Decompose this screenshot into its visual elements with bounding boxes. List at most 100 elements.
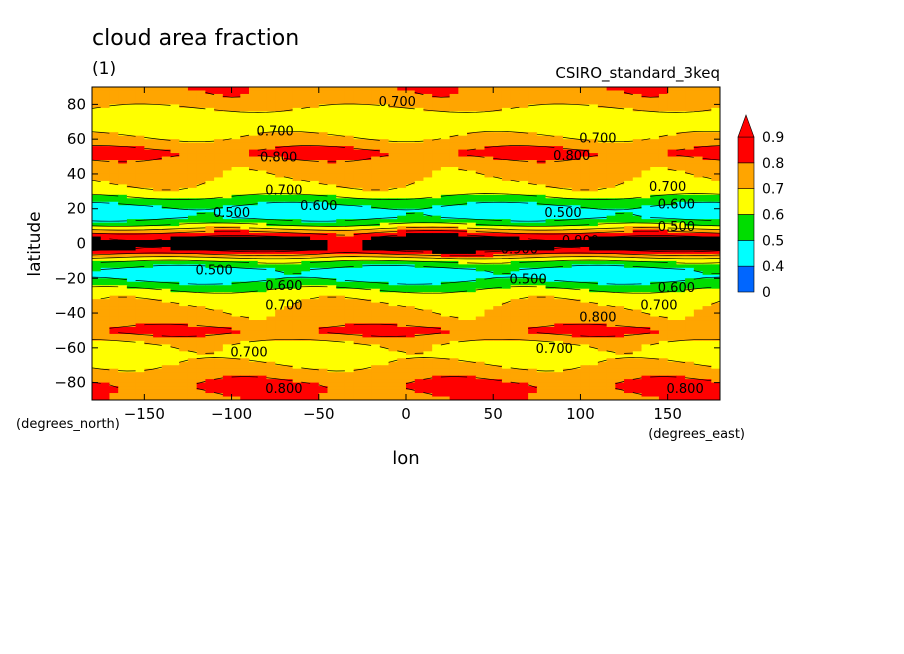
heatmap-cell	[292, 326, 302, 332]
heatmap-cell	[153, 153, 163, 158]
heatmap-cell	[179, 156, 189, 161]
heatmap-cell	[371, 104, 381, 109]
heatmap-cell	[563, 229, 573, 234]
heatmap-cell	[196, 135, 206, 140]
heatmap-cell	[702, 226, 712, 231]
heatmap-cell	[432, 170, 442, 175]
heatmap-cell	[118, 264, 128, 269]
heatmap-cell	[624, 149, 634, 154]
heatmap-cell	[475, 184, 486, 189]
heatmap-cell	[467, 87, 477, 92]
heatmap-cell	[641, 292, 651, 297]
heatmap-cell	[318, 243, 329, 248]
heatmap-cell	[571, 173, 582, 179]
heatmap-cell	[597, 191, 608, 196]
heatmap-cell	[336, 191, 346, 196]
heatmap-cell	[126, 187, 137, 192]
heatmap-cell	[501, 149, 512, 154]
heatmap-cell	[423, 243, 433, 248]
heatmap-cell	[597, 309, 608, 314]
heatmap-cell	[161, 118, 172, 123]
heatmap-cell	[240, 163, 250, 168]
heatmap-cell	[676, 250, 686, 255]
heatmap-cell	[397, 253, 407, 259]
heatmap-cell	[510, 93, 520, 99]
heatmap-cell	[458, 149, 468, 154]
heatmap-cell	[606, 97, 616, 102]
heatmap-cell	[266, 257, 276, 262]
heatmap-cell	[475, 146, 486, 151]
heatmap-cell	[519, 306, 529, 311]
heatmap-cell	[475, 149, 486, 154]
heatmap-cell	[501, 177, 512, 182]
heatmap-cell	[615, 243, 625, 248]
heatmap-cell	[249, 97, 259, 102]
heatmap-cell	[161, 180, 172, 185]
heatmap-cell	[641, 313, 651, 318]
heatmap-cell	[641, 309, 651, 314]
heatmap-cell	[685, 156, 695, 161]
heatmap-cell	[327, 87, 337, 92]
heatmap-cell	[292, 198, 302, 203]
heatmap-cell	[563, 173, 573, 179]
heatmap-cell	[423, 267, 433, 272]
heatmap-cell	[397, 264, 407, 269]
heatmap-cell	[536, 226, 547, 231]
heatmap-cell	[667, 271, 677, 276]
heatmap-cell	[170, 194, 180, 199]
heatmap-cell	[510, 212, 520, 217]
heatmap-cell	[362, 236, 372, 241]
heatmap-cell	[545, 93, 555, 99]
heatmap-cell	[563, 320, 573, 325]
heatmap-cell	[458, 285, 468, 290]
heatmap-cell	[528, 90, 538, 95]
heatmap-cell	[371, 313, 381, 318]
heatmap-cell	[153, 198, 163, 203]
heatmap-cell	[336, 156, 346, 161]
heatmap-cell	[440, 205, 451, 210]
heatmap-cell	[589, 146, 599, 151]
heatmap-cell	[283, 100, 294, 105]
heatmap-cell	[563, 104, 573, 109]
heatmap-cell	[344, 128, 355, 133]
heatmap-cell	[118, 153, 128, 158]
heatmap-cell	[266, 326, 276, 332]
heatmap-cell	[249, 302, 259, 307]
heatmap-cell	[510, 278, 520, 283]
heatmap-cell	[501, 253, 512, 259]
heatmap-cell	[423, 104, 433, 109]
heatmap-cell	[92, 180, 102, 185]
heatmap-cell	[397, 212, 407, 217]
heatmap-cell	[711, 295, 720, 300]
heatmap-cell	[205, 153, 215, 158]
heatmap-cell	[179, 212, 189, 217]
heatmap-cell	[161, 173, 172, 179]
heatmap-cell	[484, 243, 494, 248]
heatmap-cell	[606, 292, 616, 297]
heatmap-cell	[475, 267, 486, 272]
heatmap-cell	[153, 121, 163, 126]
heatmap-cell	[458, 93, 468, 99]
heatmap-cell	[432, 166, 442, 172]
heatmap-cell	[432, 302, 442, 307]
heatmap-cell	[606, 146, 616, 151]
heatmap-cell	[109, 170, 119, 175]
heatmap-cell	[580, 316, 590, 321]
heatmap-cell	[536, 125, 547, 130]
heatmap-cell	[475, 177, 486, 182]
heatmap-cell	[397, 170, 407, 175]
heatmap-cell	[545, 253, 555, 259]
heatmap-cell	[545, 274, 555, 279]
heatmap-cell	[336, 257, 346, 262]
heatmap-cell	[667, 243, 677, 248]
heatmap-cell	[658, 156, 669, 161]
heatmap-cell	[214, 163, 224, 168]
heatmap-cell	[475, 121, 486, 126]
heatmap-cell	[423, 194, 433, 199]
heatmap-cell	[144, 306, 154, 311]
heatmap-cell	[458, 160, 468, 165]
heatmap-cell	[501, 166, 512, 172]
heatmap-cell	[510, 316, 520, 321]
heatmap-cell	[109, 90, 119, 95]
heatmap-cell	[100, 271, 111, 276]
